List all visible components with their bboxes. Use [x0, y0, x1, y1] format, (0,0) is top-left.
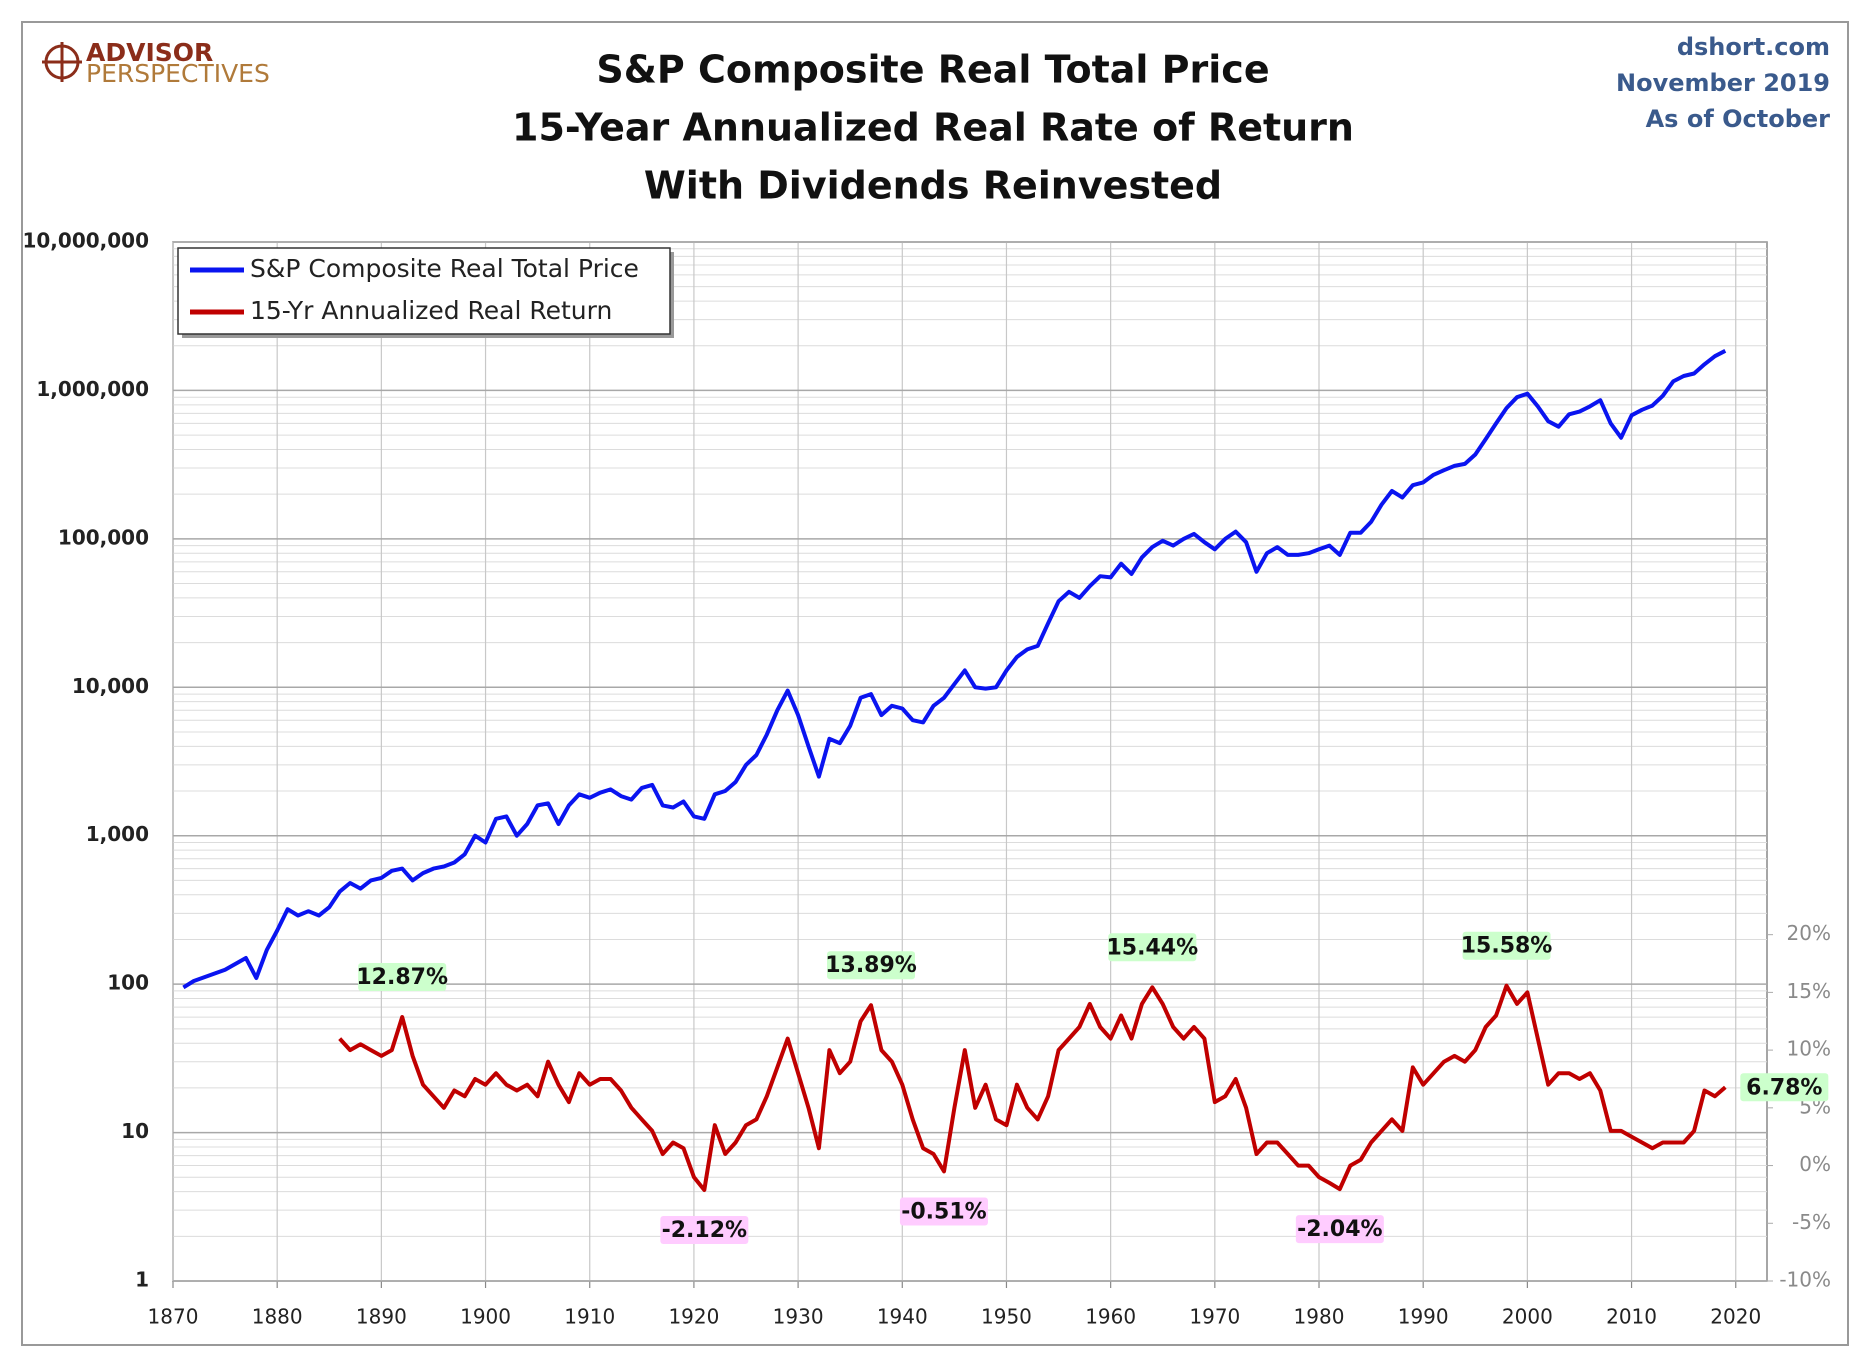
legend-label: S&P Composite Real Total Price	[250, 254, 639, 283]
data-label-text: 6.78%	[1746, 1075, 1822, 1100]
y2-tick-label: -5%	[1792, 1210, 1831, 1234]
y-tick-label: 1	[135, 1268, 149, 1292]
y-tick-label: 100,000	[58, 525, 149, 549]
labels: 1870 1880 1890 1900 1910 1920 1930 1940 1950 1960…	[22, 229, 1831, 1329]
y-tick-label: 10,000,000	[22, 229, 149, 253]
x-tick-label: 1930	[773, 1305, 824, 1329]
x-tick-label: 2000	[1502, 1305, 1553, 1329]
data-label: 6.78%	[1740, 1073, 1829, 1102]
x-tick-label: 2010	[1606, 1305, 1657, 1329]
data-label-bg	[358, 962, 447, 991]
x-tick-label: 1940	[877, 1305, 928, 1329]
data-label-bg	[827, 951, 916, 980]
y2-tick-label: -10%	[1779, 1268, 1831, 1292]
y2-tick-label: 0%	[1799, 1152, 1831, 1176]
data-label-bg	[1462, 931, 1551, 960]
x-tick-label: 1960	[1085, 1305, 1136, 1329]
data-label: -2.12%	[660, 1216, 749, 1245]
chart-title: With Dividends Reinvested	[644, 164, 1222, 208]
x-tick-label: 1890	[356, 1305, 407, 1329]
data-label: -2.04%	[1295, 1215, 1384, 1244]
data-label-bg	[1295, 1215, 1384, 1244]
data-label: 12.87%	[356, 962, 448, 991]
x-tick-label: 2020	[1710, 1305, 1761, 1329]
y-tick-label: 10,000	[72, 674, 149, 698]
x-tick-label: 1870	[148, 1305, 199, 1329]
data-label-text: 13.89%	[825, 953, 917, 978]
x-tick-label: 1950	[981, 1305, 1032, 1329]
data-label: 13.89%	[825, 951, 917, 980]
y2-tick-label: 20%	[1787, 921, 1831, 945]
source-text: dshort.com	[1677, 33, 1830, 61]
series-line	[182, 349, 1727, 990]
series-line	[338, 983, 1727, 1192]
x-tick-label: 1910	[564, 1305, 615, 1329]
data-label-bg	[660, 1216, 749, 1245]
source-text: November 2019	[1616, 69, 1830, 97]
y-tick-label: 1,000	[86, 822, 149, 846]
source-text: As of October	[1646, 105, 1831, 133]
logo-text: PERSPECTIVES	[86, 59, 270, 88]
logo: ADVISOR PERSPECTIVES	[42, 38, 270, 88]
data-label-text: -2.12%	[662, 1218, 747, 1243]
x-tick-label: 1880	[252, 1305, 303, 1329]
logo-text: ADVISOR	[86, 38, 213, 67]
y-tick-label: 10	[121, 1119, 149, 1143]
data-label-text: -2.04%	[1297, 1217, 1382, 1242]
chart-title: 15-Year Annualized Real Rate of Return	[512, 106, 1354, 150]
x-tick-label: 1900	[460, 1305, 511, 1329]
chart-title: S&P Composite Real Total Price	[596, 48, 1269, 92]
y2-tick-label: 10%	[1787, 1037, 1831, 1061]
legend-label: 15-Yr Annualized Real Return	[250, 296, 612, 325]
data-label-text: 15.58%	[1461, 934, 1553, 959]
x-tick-label: 1970	[1189, 1305, 1240, 1329]
x-tick-label: 1980	[1294, 1305, 1345, 1329]
plot	[182, 349, 1727, 1192]
data-label-text: 15.44%	[1107, 935, 1199, 960]
data-label: -0.51%	[899, 1197, 988, 1226]
data-label: 15.58%	[1461, 931, 1553, 960]
x-tick-label: 1990	[1398, 1305, 1449, 1329]
data-label-text: 12.87%	[356, 965, 448, 990]
data-label-bg	[1740, 1073, 1829, 1102]
y-tick-label: 100	[107, 971, 149, 995]
data-label-text: -0.51%	[901, 1199, 986, 1224]
y-tick-label: 1,000,000	[36, 377, 149, 401]
legend	[177, 247, 671, 335]
data-label: 15.44%	[1107, 933, 1199, 962]
y2-tick-label: 15%	[1787, 979, 1831, 1003]
data-label-bg	[899, 1197, 988, 1226]
data-label-bg	[1108, 933, 1197, 962]
x-tick-label: 1920	[668, 1305, 719, 1329]
